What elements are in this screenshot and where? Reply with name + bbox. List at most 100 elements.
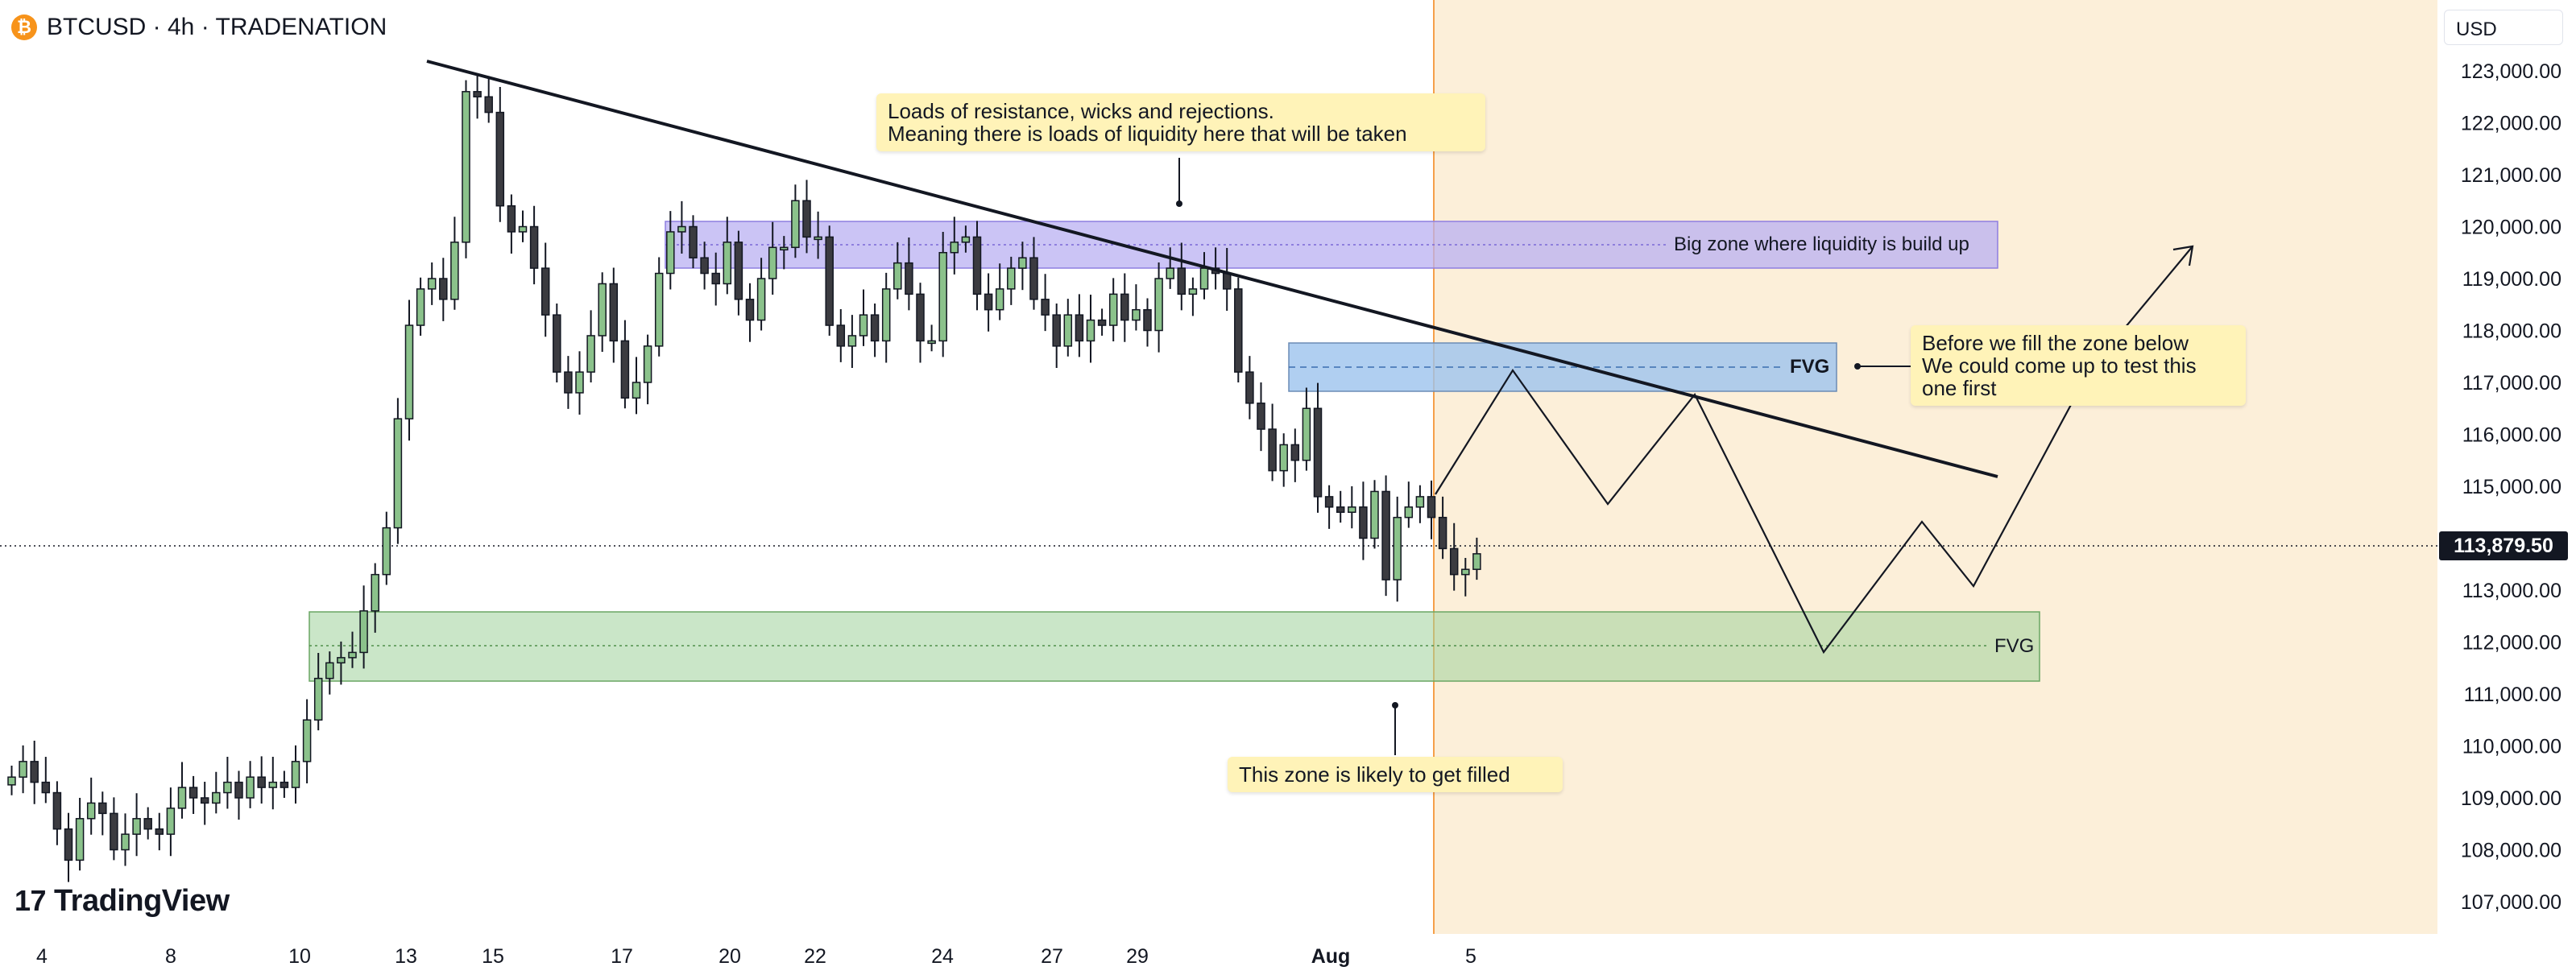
candle-up[interactable]: [1132, 308, 1141, 321]
candle-down[interactable]: [1257, 403, 1265, 430]
candle-down[interactable]: [836, 324, 846, 347]
candle-up[interactable]: [632, 382, 641, 399]
candle-up[interactable]: [859, 314, 868, 337]
candle-up[interactable]: [177, 787, 187, 809]
candle-down[interactable]: [1120, 293, 1129, 321]
symbol-header[interactable]: ₿ BTCUSD · 4h · TRADENATION: [11, 11, 387, 43]
candle-up[interactable]: [518, 225, 528, 233]
candle-up[interactable]: [723, 242, 732, 285]
candle-up[interactable]: [768, 246, 777, 279]
candle-up[interactable]: [223, 781, 232, 794]
candle-up[interactable]: [756, 278, 766, 321]
candle-down[interactable]: [1052, 314, 1061, 347]
candle-up[interactable]: [246, 776, 255, 799]
candle-down[interactable]: [1313, 407, 1323, 498]
candle-up[interactable]: [1007, 267, 1016, 290]
candle-down[interactable]: [972, 236, 982, 295]
candle-down[interactable]: [52, 791, 62, 830]
tradingview-logo[interactable]: 17 TradingView: [14, 882, 230, 919]
candle-up[interactable]: [677, 225, 686, 233]
candle-down[interactable]: [564, 371, 573, 394]
candle-down[interactable]: [507, 204, 516, 233]
candle-down[interactable]: [802, 200, 811, 238]
candle-up[interactable]: [291, 761, 300, 788]
candle-down[interactable]: [188, 787, 198, 799]
candle-down[interactable]: [1245, 371, 1254, 404]
candle-up[interactable]: [268, 781, 278, 788]
candle-down[interactable]: [110, 812, 118, 851]
time-axis[interactable]: 4 8 10 13 15 17 20 22 24 27 29 Aug 5: [36, 945, 1476, 968]
candle-down[interactable]: [200, 797, 209, 804]
candle-down[interactable]: [439, 278, 448, 300]
candle-up[interactable]: [19, 761, 27, 778]
candle-down[interactable]: [1222, 272, 1232, 290]
candle-down[interactable]: [984, 293, 993, 311]
descending-trendline[interactable]: [426, 60, 1998, 478]
candle-up[interactable]: [371, 573, 379, 612]
candle-up[interactable]: [780, 246, 789, 251]
candle-down[interactable]: [257, 776, 266, 788]
candle-up[interactable]: [1348, 506, 1356, 513]
candle-up[interactable]: [1404, 506, 1414, 518]
test-zone-note[interactable]: Before we fill the zone below We could c…: [1911, 325, 2246, 406]
candle-up[interactable]: [575, 371, 584, 394]
candle-up[interactable]: [1108, 293, 1118, 326]
candle-up[interactable]: [1086, 319, 1095, 342]
candle-up[interactable]: [881, 288, 891, 342]
candle-down[interactable]: [529, 225, 539, 269]
candle-down[interactable]: [745, 299, 755, 321]
candle-down[interactable]: [280, 781, 289, 788]
candle-down[interactable]: [30, 761, 39, 783]
candle-down[interactable]: [1324, 496, 1334, 508]
candle-up[interactable]: [643, 345, 652, 383]
candles-group[interactable]: [7, 75, 1481, 882]
candle-down[interactable]: [1041, 299, 1050, 316]
candle-down[interactable]: [41, 781, 51, 794]
candle-down[interactable]: [1359, 506, 1368, 539]
candle-up[interactable]: [75, 818, 85, 861]
candle-down[interactable]: [870, 314, 880, 342]
candle-down[interactable]: [734, 242, 743, 300]
candle-up[interactable]: [462, 91, 470, 243]
candle-up[interactable]: [1018, 257, 1027, 269]
candle-up[interactable]: [166, 808, 176, 835]
fvg-lower-zone[interactable]: [309, 611, 2040, 682]
candle-up[interactable]: [427, 278, 437, 290]
candle-up[interactable]: [325, 662, 334, 680]
candle-down[interactable]: [1029, 257, 1038, 300]
candle-down[interactable]: [1449, 547, 1459, 576]
candle-down[interactable]: [540, 267, 550, 316]
candle-down[interactable]: [1381, 490, 1390, 580]
candle-down[interactable]: [1177, 267, 1187, 295]
candle-up[interactable]: [950, 242, 959, 254]
candle-up[interactable]: [1461, 568, 1470, 576]
candle-down[interactable]: [1290, 444, 1300, 461]
candle-up[interactable]: [598, 283, 607, 337]
candle-up[interactable]: [1393, 516, 1402, 580]
candle-up[interactable]: [132, 818, 141, 835]
candle-up[interactable]: [1188, 288, 1198, 295]
candle-up[interactable]: [1063, 314, 1073, 347]
candle-up[interactable]: [86, 802, 96, 820]
projection-path[interactable]: [1435, 369, 2090, 655]
resistance-note[interactable]: Loads of resistance, wicks and rejection…: [876, 93, 1485, 151]
candle-down[interactable]: [484, 96, 493, 114]
candle-up[interactable]: [893, 262, 902, 290]
candle-down[interactable]: [143, 818, 152, 830]
candle-up[interactable]: [121, 833, 130, 851]
candle-up[interactable]: [1415, 496, 1425, 508]
candle-down[interactable]: [916, 293, 925, 342]
candle-up[interactable]: [337, 657, 346, 664]
candle-up[interactable]: [791, 200, 800, 249]
candle-down[interactable]: [1143, 308, 1152, 332]
candle-up[interactable]: [654, 272, 664, 347]
fill-zone-note[interactable]: This zone is likely to get filled: [1228, 757, 1563, 792]
candle-down[interactable]: [495, 111, 505, 207]
candle-down[interactable]: [905, 262, 913, 295]
candle-down[interactable]: [1075, 314, 1084, 342]
candle-up[interactable]: [586, 335, 595, 373]
candle-down[interactable]: [64, 828, 73, 861]
candle-down[interactable]: [1438, 516, 1447, 550]
candle-up[interactable]: [1302, 407, 1311, 461]
